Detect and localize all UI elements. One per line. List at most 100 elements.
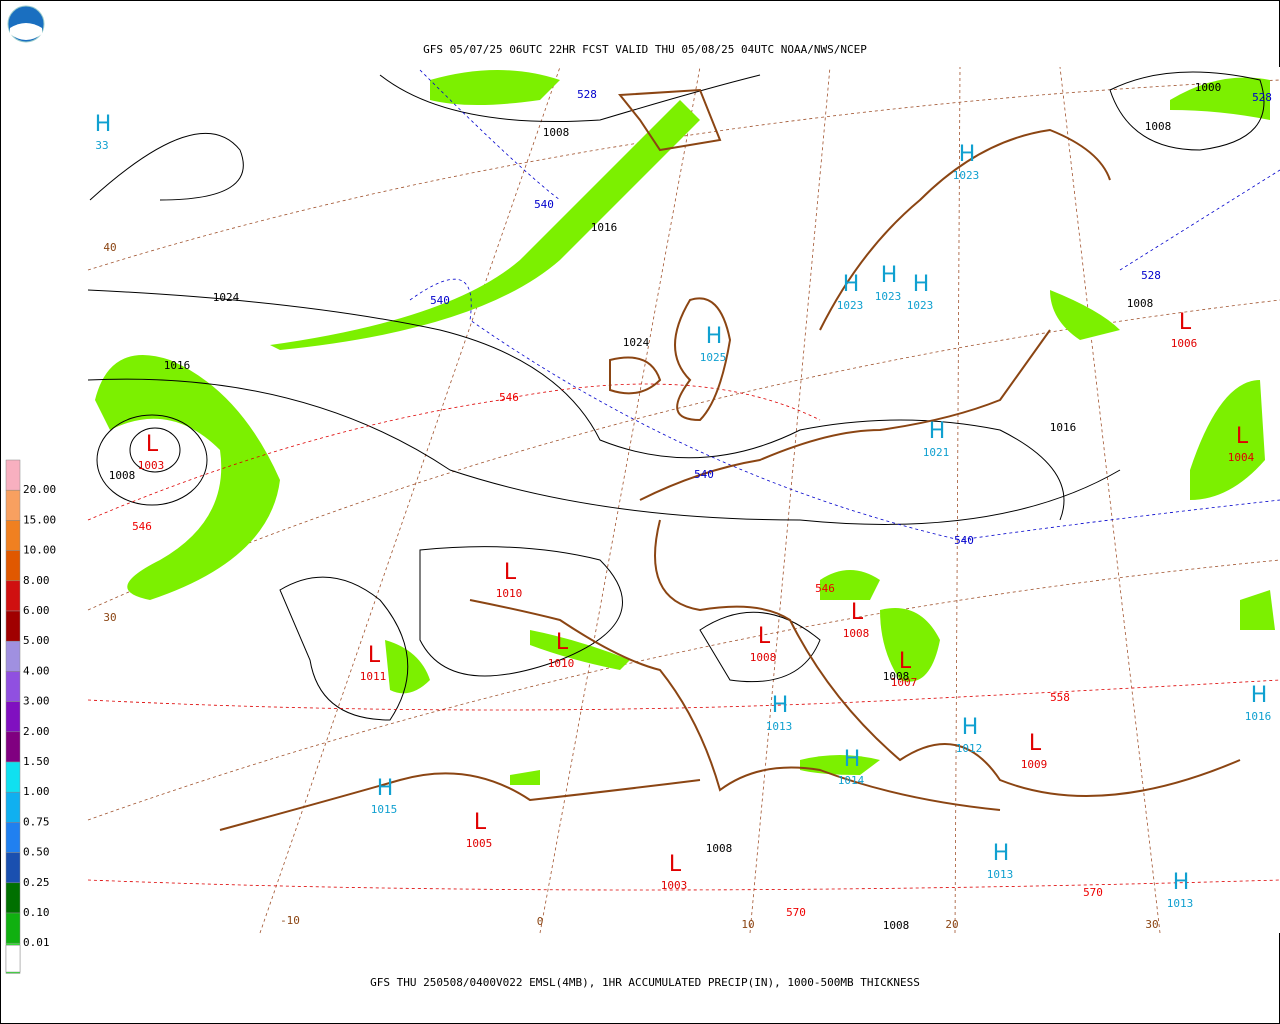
isobar-label: 1000 <box>1195 81 1222 94</box>
legend-label: 0.25 <box>23 876 50 889</box>
map-area <box>88 67 1280 933</box>
legend-swatch <box>5 520 21 551</box>
center-symbol: H <box>1251 683 1268 708</box>
center-pressure: 1004 <box>1228 451 1255 464</box>
legend-swatch <box>5 791 21 823</box>
isobar-label: 1024 <box>623 336 650 349</box>
isobars <box>87 71 1265 721</box>
legend-label: 0.01 <box>23 936 50 949</box>
grid-label: 30 <box>1145 918 1158 931</box>
legend-label: 1.00 <box>23 785 50 798</box>
isobar-label: 1016 <box>164 359 191 372</box>
center-pressure: 1021 <box>923 446 950 459</box>
thickness-label: 546 <box>499 391 519 404</box>
center-symbol: H <box>962 715 979 740</box>
isobar-label: 1024 <box>213 291 240 304</box>
center-pressure: 1011 <box>360 670 387 683</box>
legend-label: 0.75 <box>23 815 50 828</box>
center-pressure: 1023 <box>907 299 934 312</box>
center-symbol: L <box>146 432 159 457</box>
legend-label: 1.50 <box>23 755 50 768</box>
center-pressure: 1008 <box>750 651 777 664</box>
thickness-label: 528 <box>1141 269 1161 282</box>
isobar-label: 1008 <box>1127 297 1154 310</box>
grid-label: 30 <box>103 611 116 624</box>
legend-swatch <box>5 489 21 521</box>
legend-swatch <box>5 822 21 853</box>
center-symbol: H <box>913 272 930 297</box>
noaa-logo-wave <box>10 23 42 40</box>
center-pressure: 1007 <box>891 676 918 689</box>
center-symbol: L <box>1179 310 1192 335</box>
center-pressure: 1006 <box>1171 337 1198 350</box>
center-pressure: 1010 <box>496 587 523 600</box>
center-pressure: 1016 <box>1245 710 1272 723</box>
isobar-label: 1008 <box>883 919 910 932</box>
legend-label: 20.00 <box>23 483 56 496</box>
thickness-cold <box>409 69 1280 541</box>
thickness-label: 570 <box>1083 886 1103 899</box>
thickness-label: 528 <box>577 88 597 101</box>
center-pressure: 1003 <box>661 879 688 892</box>
legend-swatch <box>5 671 21 702</box>
thickness-label: 540 <box>954 534 974 547</box>
center-pressure: 1013 <box>987 868 1014 881</box>
center-symbol: L <box>1236 424 1249 449</box>
center-pressure: 1005 <box>466 837 493 850</box>
center-symbol: H <box>772 693 789 718</box>
thickness-label: 540 <box>534 198 554 211</box>
isobar-label: 1008 <box>883 670 910 683</box>
legend-swatch <box>5 944 21 973</box>
thickness-label: 546 <box>132 520 152 533</box>
thickness-label: 546 <box>815 582 835 595</box>
center-pressure: 1014 <box>838 774 865 787</box>
center-symbol: H <box>95 112 112 137</box>
grid-label: 0 <box>537 915 544 928</box>
grid-label: 40 <box>103 241 116 254</box>
center-symbol: L <box>899 649 912 674</box>
grid-label: 10 <box>741 918 754 931</box>
center-pressure: 1009 <box>1021 758 1048 771</box>
center-pressure: 1003 <box>138 459 165 472</box>
center-pressure: 1008 <box>843 627 870 640</box>
center-symbol: H <box>929 419 946 444</box>
legend-swatch <box>5 580 21 612</box>
isobar-label: 1016 <box>591 221 618 234</box>
thickness-label: 540 <box>430 294 450 307</box>
center-pressure: 1013 <box>766 720 793 733</box>
center-symbol: H <box>959 142 976 167</box>
legend-swatch <box>5 701 21 733</box>
center-symbol: L <box>474 810 487 835</box>
center-symbol: H <box>843 272 860 297</box>
coastline <box>219 88 1241 831</box>
center-pressure: 33 <box>95 139 108 152</box>
isobar-label: 1008 <box>706 842 733 855</box>
legend-label: 4.00 <box>23 664 50 677</box>
center-pressure: 1023 <box>837 299 864 312</box>
center-symbol: H <box>993 841 1010 866</box>
center-symbol: H <box>377 776 394 801</box>
isobar-label: 1008 <box>543 126 570 139</box>
map-caption: GFS THU 250508/0400V022 EMSL(4MB), 1HR A… <box>370 976 920 989</box>
center-pressure: 1013 <box>1167 897 1194 910</box>
center-symbol: H <box>1173 870 1190 895</box>
isobar-label: 1008 <box>109 469 136 482</box>
thickness-label: 528 <box>1252 91 1272 104</box>
legend-label: 3.00 <box>23 695 50 708</box>
thickness-label: 540 <box>694 468 714 481</box>
legend-label: 2.00 <box>23 725 50 738</box>
legend-swatch <box>5 761 21 793</box>
grid-label: 20 <box>945 918 958 931</box>
legend-swatch <box>5 640 21 672</box>
map-frame <box>87 66 1280 934</box>
grid-label: -10 <box>280 914 300 927</box>
legend-swatch <box>5 610 21 642</box>
precip-legend: 20.00 15.00 10.00 8.00 6.00 5.00 4.00 3.00 2.00 1… <box>5 459 56 974</box>
center-symbol: H <box>844 747 861 772</box>
thickness-label: 558 <box>1050 691 1070 704</box>
center-pressure: 1010 <box>548 657 575 670</box>
center-pressure: 1023 <box>953 169 980 182</box>
legend-swatch <box>5 912 21 944</box>
center-pressure: 1025 <box>700 351 727 364</box>
center-symbol: L <box>556 630 569 655</box>
